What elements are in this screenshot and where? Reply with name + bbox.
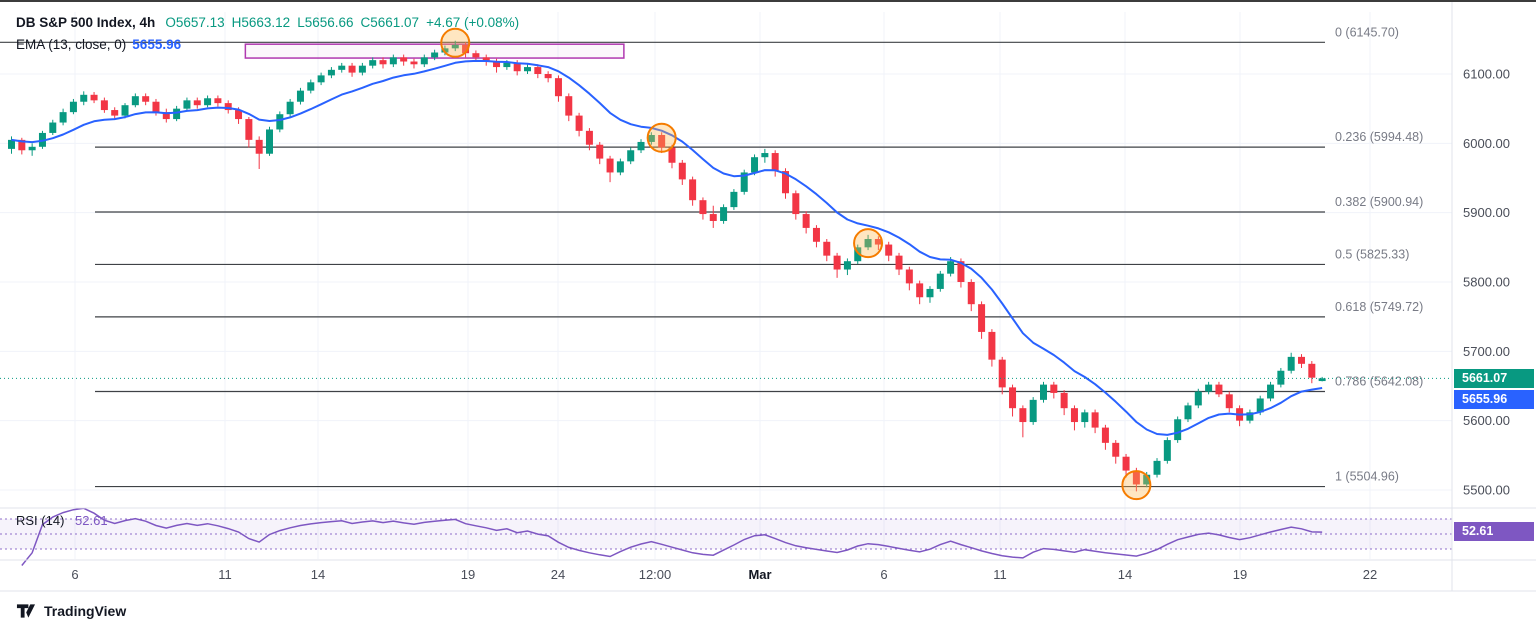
- tradingview-brand[interactable]: TradingView: [44, 603, 127, 619]
- ema-label[interactable]: EMA (13, close, 0): [16, 37, 127, 52]
- rsi-value-badge: 52.61: [1454, 522, 1534, 541]
- chart-canvas[interactable]: 0 (6145.70) 0.236 (5994.48) 0.382 (5900.94…: [0, 2, 1536, 594]
- ohlc-open: O5657.13: [165, 15, 225, 30]
- highlight-circle: [853, 228, 884, 259]
- symbol-legend-row: DB S&P 500 Index, 4h O5657.13 H5663.12 L565…: [16, 12, 526, 34]
- ema-price-badge: 5655.96: [1454, 390, 1534, 409]
- last-price-badge: 5661.07: [1454, 369, 1534, 388]
- price-axis-label[interactable]: 5800.00: [1463, 274, 1510, 289]
- symbol-title[interactable]: DB S&P 500 Index, 4h: [16, 15, 156, 30]
- fib-label: 0.382 (5900.94): [1335, 195, 1423, 209]
- fib-label: 0.5 (5825.33): [1335, 247, 1409, 261]
- rsi-line[interactable]: [21, 507, 1323, 566]
- highlight-circle: [646, 122, 677, 153]
- price-axis-label[interactable]: 6100.00: [1463, 67, 1510, 82]
- rsi-params: (14): [41, 513, 65, 528]
- tradingview-logo-icon[interactable]: [16, 603, 36, 619]
- time-axis-label[interactable]: 6: [880, 567, 887, 582]
- time-axis-label[interactable]: 14: [1118, 567, 1132, 582]
- rsi-value: 52.61: [75, 513, 108, 528]
- time-axis-label[interactable]: Mar: [748, 567, 771, 582]
- price-axis-label[interactable]: 5500.00: [1463, 482, 1510, 497]
- fib-label: 0.786 (5642.08): [1335, 374, 1423, 388]
- highlight-circle: [440, 27, 471, 58]
- price-axis-label[interactable]: 5700.00: [1463, 344, 1510, 359]
- time-axis-label[interactable]: 6: [71, 567, 78, 582]
- ema-value: 5655.96: [132, 37, 182, 52]
- time-axis-label[interactable]: 19: [461, 567, 475, 582]
- time-axis-label[interactable]: 14: [311, 567, 325, 582]
- ohlc-close: C5661.07: [360, 15, 420, 30]
- price-axis-label[interactable]: 5600.00: [1463, 413, 1510, 428]
- ohlc-high: H5663.12: [231, 15, 291, 30]
- fib-label: 0 (6145.70): [1335, 25, 1399, 39]
- chart-legend: DB S&P 500 Index, 4h O5657.13 H5663.12 L565…: [16, 12, 526, 56]
- footer-bar: TradingView: [0, 594, 1536, 626]
- time-axis-label[interactable]: 19: [1233, 567, 1247, 582]
- fib-label: 0.618 (5749.72): [1335, 300, 1423, 314]
- rsi-label[interactable]: RSI: [16, 513, 38, 528]
- ema-line[interactable]: [11, 59, 1323, 436]
- fib-label: 1 (5504.96): [1335, 470, 1399, 484]
- price-axis-label[interactable]: 5900.00: [1463, 205, 1510, 220]
- price-change: +4.67 (+0.08%): [426, 15, 520, 30]
- time-axis-label[interactable]: 12:00: [639, 567, 672, 582]
- time-axis-label[interactable]: 11: [993, 567, 1007, 582]
- highlight-circle: [1121, 470, 1152, 501]
- fib-label: 0.236 (5994.48): [1335, 130, 1423, 144]
- time-axis-label[interactable]: 11: [218, 567, 232, 582]
- ohlc-low: L5656.66: [297, 15, 354, 30]
- time-axis-label[interactable]: 24: [551, 567, 565, 582]
- ema-legend-row: EMA (13, close, 0) 5655.96: [16, 34, 526, 56]
- time-axis-label[interactable]: 22: [1363, 567, 1377, 582]
- price-axis-label[interactable]: 6000.00: [1463, 136, 1510, 151]
- candles[interactable]: [8, 40, 1326, 492]
- rsi-legend: RSI (14) 52.61: [16, 513, 108, 528]
